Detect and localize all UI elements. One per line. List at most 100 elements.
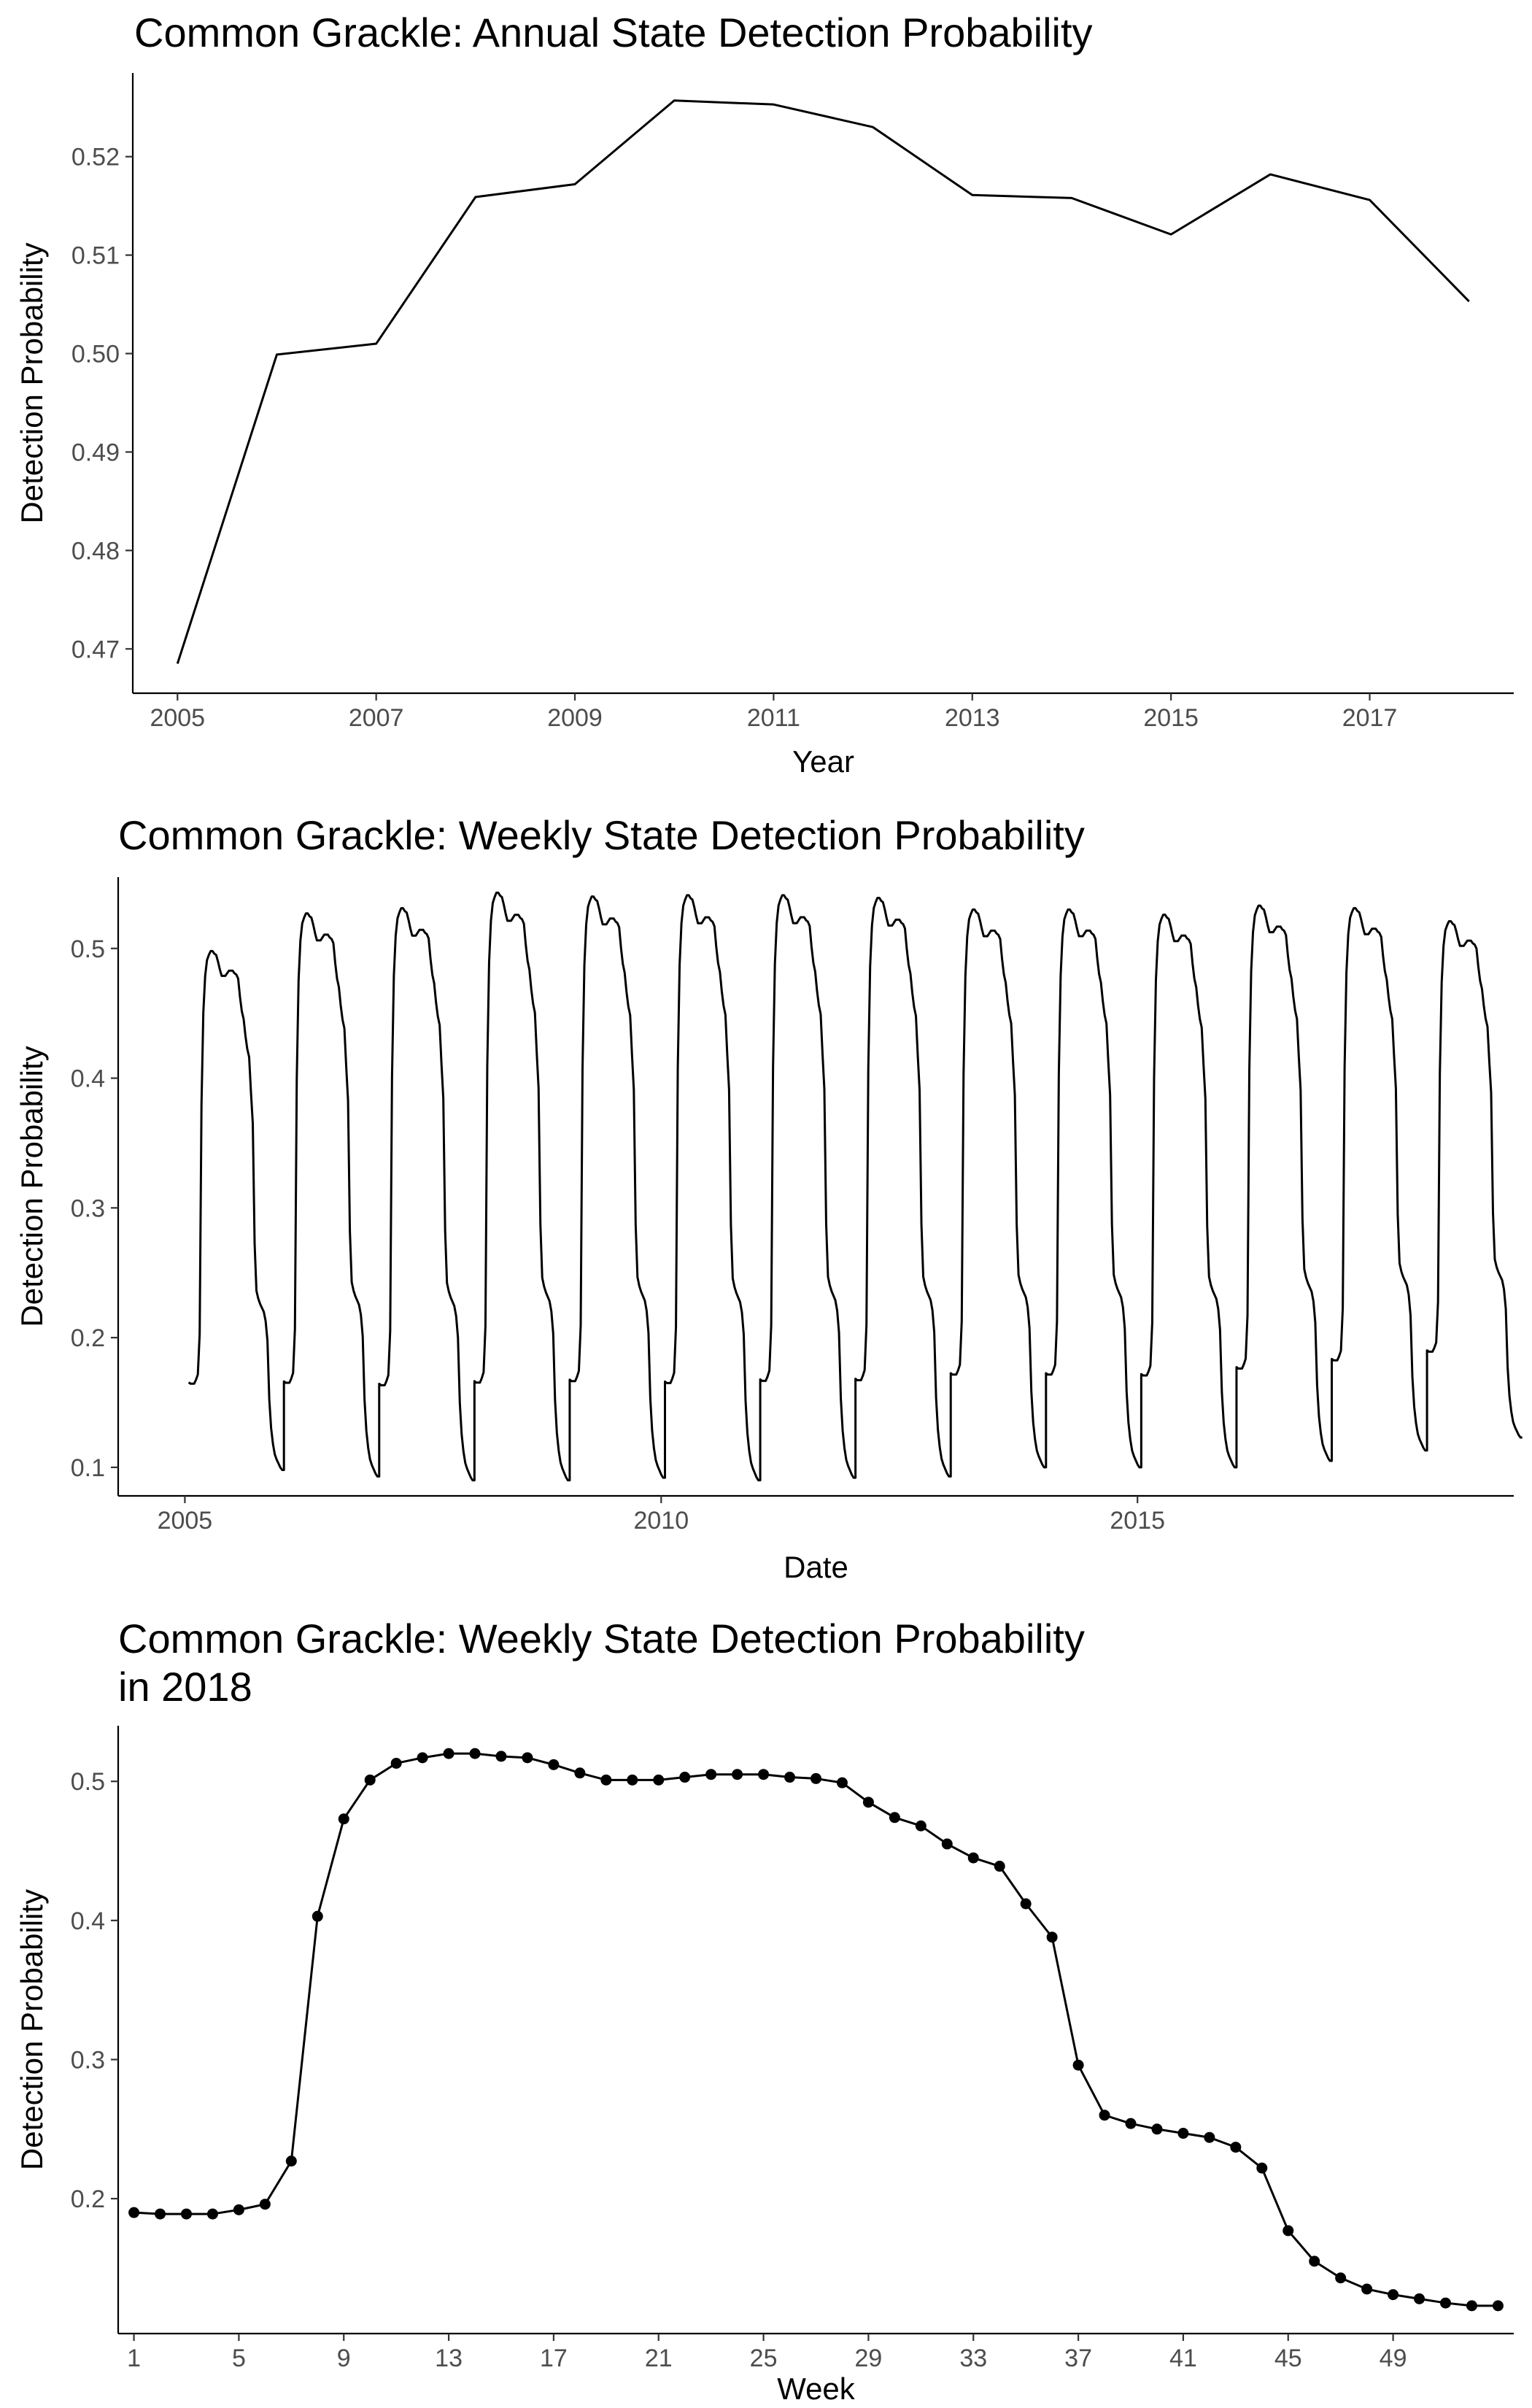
chart2-data-point <box>1361 2283 1373 2295</box>
chart2-data-point <box>1230 2142 1242 2153</box>
chart2-data-point <box>1440 2297 1452 2309</box>
chart2-data-point <box>1309 2255 1320 2267</box>
chart2-data-point <box>1204 2131 1215 2143</box>
weekly-2018-chart-plot: 0.2 0.3 0.4 0.5 1 5 9 13 17 21 25 29 33 37 41 45 49 Week D… <box>15 1726 1514 2406</box>
weekly-chart-plot: 0.1 0.2 0.3 0.4 0.5 2005 2010 2015 Date Detection… <box>15 877 1523 1584</box>
chart0-x-tick-label: 2013 <box>945 704 1000 732</box>
chart1-x-tick-label: 2005 <box>158 1507 213 1535</box>
chart1-y-tick-label: 0.4 <box>71 1065 105 1093</box>
annual-chart-panel: Common Grackle: Annual State Detection P… <box>0 0 1532 795</box>
chart0-y-tick-label: 0.47 <box>71 636 120 663</box>
chart0-y-tick-label: 0.52 <box>71 144 120 171</box>
chart1-y-tick-label: 0.1 <box>71 1454 105 1482</box>
chart2-data-point <box>627 1774 638 1786</box>
chart2-data-point <box>784 1772 796 1783</box>
chart2-x-tick-label: 25 <box>750 2345 778 2372</box>
chart2-data-point <box>155 2208 166 2220</box>
chart1-y-tick-label: 0.3 <box>71 1195 105 1222</box>
chart2-data-point <box>889 1812 900 1824</box>
chart2-x-tick-label: 1 <box>127 2345 141 2372</box>
chart1-y-tick-label: 0.5 <box>71 935 105 963</box>
chart2-data-point <box>233 2204 244 2215</box>
chart2-x-axis-title: Week <box>777 2372 856 2406</box>
chart2-data-point <box>1099 2110 1110 2121</box>
chart0-x-tick-label: 2005 <box>150 704 205 732</box>
chart2-data-point <box>1466 2300 1477 2312</box>
chart0-y-axis-title: Detection Probability <box>15 242 49 523</box>
chart0-y-tick-label: 0.51 <box>71 242 120 270</box>
weekly-2018-chart-panel: Common Grackle: Weekly State Detection P… <box>0 1602 1532 2408</box>
chart0-y-tick-label: 0.49 <box>71 439 120 466</box>
chart2-data-point <box>206 2208 218 2220</box>
chart1-y-axis-title: Detection Probability <box>15 1046 49 1327</box>
chart2-x-tick-label: 45 <box>1274 2345 1302 2372</box>
chart2-data-point <box>1151 2123 1163 2135</box>
chart2-y-tick-label: 0.2 <box>71 2185 105 2213</box>
chart2-data-point <box>836 1777 848 1788</box>
chart2-data-point <box>1046 1932 1058 1943</box>
chart2-data-point <box>679 1772 691 1783</box>
chart2-data-point <box>548 1759 560 1770</box>
chart2-y-axis-title: Detection Probability <box>15 1889 49 2170</box>
chart2-data-point <box>915 1820 926 1832</box>
chart2-data-point <box>390 1757 402 1769</box>
chart0-x-tick-label: 2015 <box>1143 704 1199 732</box>
annual-chart-title: Common Grackle: Annual State Detection P… <box>134 9 1093 55</box>
chart2-data-point <box>1335 2272 1347 2284</box>
chart2-data-point <box>364 1774 376 1786</box>
chart2-data-point <box>862 1797 874 1808</box>
weekly-chart-panel: Common Grackle: Weekly State Detection P… <box>0 795 1532 1602</box>
chart2-x-tick-label: 29 <box>855 2345 883 2372</box>
chart2-data-point <box>967 1852 979 1864</box>
chart2-x-tick-label: 33 <box>959 2345 987 2372</box>
chart0-series-line <box>176 99 1470 664</box>
chart2-data-point <box>285 2156 297 2167</box>
chart1-y-tick-label: 0.2 <box>71 1324 105 1352</box>
chart2-data-point <box>1020 1898 1032 1910</box>
chart2-data-point <box>705 1769 717 1780</box>
chart2-data-point <box>522 1752 533 1764</box>
chart2-data-point <box>1414 2293 1425 2304</box>
chart2-x-tick-label: 13 <box>435 2345 463 2372</box>
chart2-data-point <box>469 1748 481 1759</box>
chart1-x-axis-title: Date <box>784 1550 848 1584</box>
chart1-series-line <box>187 891 1523 1482</box>
chart2-y-tick-label: 0.3 <box>71 2046 105 2074</box>
chart2-data-point <box>732 1769 743 1780</box>
weekly-chart-title: Common Grackle: Weekly State Detection P… <box>118 812 1085 858</box>
chart2-data-point <box>312 1910 323 1922</box>
chart2-data-point <box>994 1861 1005 1872</box>
chart2-data-point <box>758 1769 770 1780</box>
chart0-y-tick-label: 0.50 <box>71 341 120 368</box>
chart2-x-tick-label: 5 <box>232 2345 246 2372</box>
chart2-series-line <box>134 1752 1498 2307</box>
chart2-x-tick-label: 21 <box>645 2345 673 2372</box>
chart1-x-tick-label: 2015 <box>1110 1507 1165 1535</box>
chart2-y-tick-label: 0.5 <box>71 1768 105 1796</box>
chart2-data-point <box>600 1774 612 1786</box>
annual-chart-plot: 0.47 0.48 0.49 0.50 0.51 0.52 2005 2007 2009 2011… <box>15 73 1514 779</box>
chart0-y-tick-label: 0.48 <box>71 537 120 565</box>
chart2-x-tick-label: 41 <box>1169 2345 1197 2372</box>
chart2-y-tick-label: 0.4 <box>71 1907 105 1935</box>
chart2-data-point <box>1177 2128 1189 2139</box>
chart0-x-tick-label: 2009 <box>547 704 603 732</box>
chart2-data-point <box>338 1813 349 1825</box>
chart2-data-point <box>653 1774 665 1786</box>
chart0-x-axis-title: Year <box>792 744 854 779</box>
chart0-x-tick-label: 2007 <box>349 704 404 732</box>
chart2-data-point <box>1283 2225 1294 2237</box>
chart2-data-point <box>128 2207 140 2218</box>
chart2-data-point <box>180 2208 192 2220</box>
chart2-data-point <box>259 2199 271 2210</box>
chart2-x-tick-label: 17 <box>540 2345 568 2372</box>
chart2-data-point <box>417 1752 428 1764</box>
chart2-x-tick-label: 49 <box>1380 2345 1407 2372</box>
chart2-data-point <box>941 1838 953 1850</box>
chart2-data-point <box>495 1751 507 1762</box>
chart2-data-point <box>443 1748 454 1759</box>
chart2-data-point <box>1388 2289 1399 2301</box>
chart2-x-tick-label: 37 <box>1064 2345 1092 2372</box>
chart2-data-point <box>1072 2059 1084 2071</box>
chart2-data-point <box>1125 2118 1137 2129</box>
